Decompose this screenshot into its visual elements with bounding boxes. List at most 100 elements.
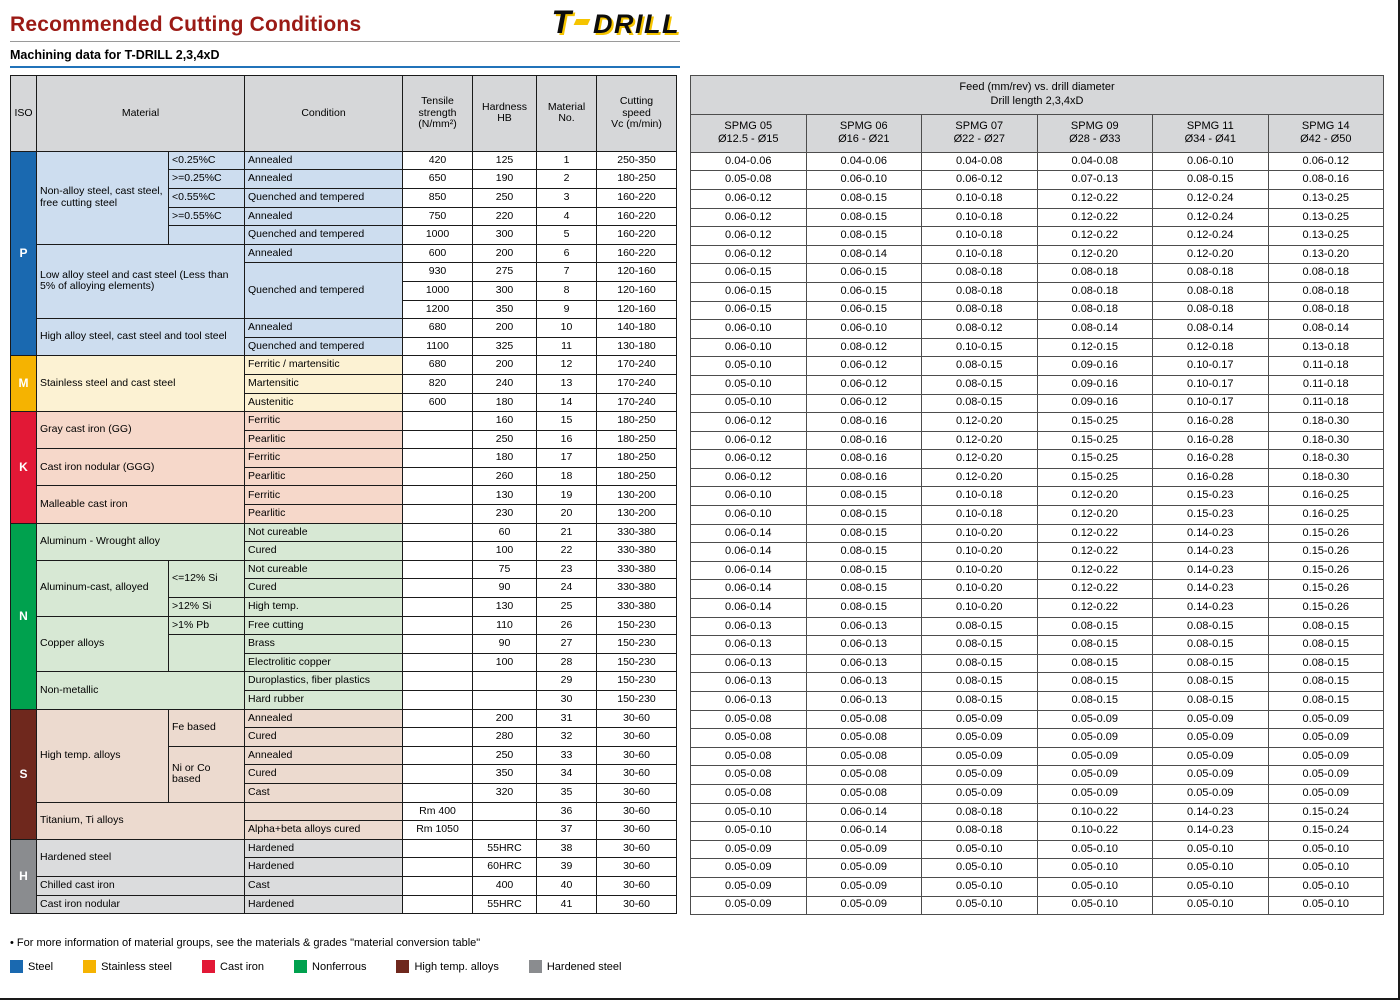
feed-row-38: 0.05-0.09 0.05-0.09 0.05-0.10 0.05-0.10 0.05… [690, 839, 1385, 860]
hardness-hb: 190 [472, 169, 538, 189]
feed-value-cell: 0.05-0.09 [805, 895, 923, 916]
feed-value-cell: 0.10-0.17 [1152, 356, 1269, 376]
material-sub-label: <0.55%C [167, 187, 246, 208]
feed-value-cell: 0.06-0.13 [805, 691, 923, 711]
feed-value-cell: 0.10-0.20 [921, 542, 1038, 562]
feed-value-cell: 0.05-0.10 [1267, 895, 1385, 916]
feed-value-cell: 0.05-0.08 [805, 765, 923, 785]
tensile-strength [402, 411, 474, 431]
feed-value-cell: 0.04-0.08 [921, 151, 1038, 172]
hardness-hb: 325 [472, 336, 538, 357]
legend-swatch-icon [396, 960, 410, 974]
feed-row-25: 0.06-0.14 0.08-0.15 0.10-0.20 0.12-0.22 0.14… [690, 598, 1385, 618]
feed-value-cell: 0.08-0.15 [1152, 653, 1269, 674]
feed-value-cell: 0.16-0.25 [1267, 505, 1385, 525]
material-no: 27 [536, 634, 598, 654]
feed-value-cell: 0.05-0.10 [921, 839, 1038, 860]
col-header-iso: ISO [10, 74, 37, 152]
feed-value-cell: 0.06-0.14 [805, 821, 923, 841]
tensile-strength: 1200 [402, 299, 474, 320]
cutting-speed: 150-230 [596, 671, 678, 692]
feed-value-cell: 0.06-0.12 [690, 449, 807, 469]
condition [244, 801, 404, 822]
legend-swatch-icon [10, 960, 23, 974]
feed-value-cell: 0.08-0.15 [921, 356, 1038, 376]
hardness-hb: 55HRC [472, 838, 538, 859]
feed-value-cell: 0.09-0.16 [1036, 356, 1154, 376]
feed-value-cell: 0.11-0.18 [1267, 393, 1385, 414]
feed-value-cell: 0.05-0.10 [1267, 858, 1385, 878]
feed-value-cell: 0.14-0.23 [1152, 821, 1269, 841]
tensile-strength: Rm 400 [402, 801, 474, 822]
tensile-strength [402, 671, 474, 692]
feed-value-cell: 0.14-0.23 [1152, 560, 1269, 581]
material-row-30: Hard rubber 30 150-230 [11, 690, 678, 710]
feed-value-cell: 0.06-0.12 [805, 356, 923, 376]
feed-value-cell: 0.06-0.10 [690, 486, 807, 507]
feed-value-cell: 0.08-0.18 [921, 821, 1038, 841]
feed-value-cell: 0.16-0.28 [1152, 430, 1269, 451]
cutting-speed: 30-60 [596, 801, 678, 822]
tensile-strength: 1000 [402, 225, 474, 245]
condition: Ferritic [244, 411, 404, 431]
material-no: 12 [536, 355, 598, 375]
feed-value-cell: 0.08-0.15 [921, 672, 1038, 693]
condition: Cured [244, 764, 404, 784]
feed-value-cell: 0.05-0.09 [1036, 728, 1154, 748]
material-row-12: M Stainless steel and cast steel Ferritic … [10, 355, 678, 413]
cutting-speed: 330-380 [596, 578, 678, 599]
feed-value-cell: 0.08-0.18 [1036, 300, 1154, 321]
feed-value-cell: 0.05-0.08 [690, 709, 807, 730]
feed-value-cell: 0.05-0.08 [690, 765, 807, 785]
feed-value-cell: 0.10-0.15 [921, 337, 1038, 358]
material-sub-label: >12% Si [167, 597, 246, 617]
feed-value-cell: 0.06-0.10 [805, 170, 923, 190]
feed-value-cell: 0.08-0.12 [921, 319, 1038, 339]
feed-value-cell: 0.06-0.15 [805, 300, 923, 321]
feed-value-cell: 0.11-0.18 [1267, 356, 1385, 376]
legend-label: Hardened steel [546, 960, 622, 973]
feed-row-35: 0.05-0.08 0.05-0.08 0.05-0.09 0.05-0.09 0.05… [690, 783, 1385, 804]
hardness-hb [472, 671, 538, 692]
tdrill-logo: T DRILL [551, 6, 680, 38]
feed-row-39: 0.05-0.09 0.05-0.09 0.05-0.10 0.05-0.10 0.05… [690, 858, 1385, 878]
feed-value-cell: 0.08-0.18 [1152, 281, 1269, 302]
feed-value-cell: 0.08-0.15 [921, 374, 1038, 395]
feed-row-1: 0.04-0.06 0.04-0.06 0.04-0.08 0.04-0.08 0.06… [690, 151, 1385, 172]
feed-value-cell: 0.05-0.09 [921, 783, 1038, 804]
feed-value-cell: 0.05-0.10 [1267, 876, 1385, 897]
tensile-strength [402, 559, 474, 580]
material-row-38: H Hardened steel Hardened 55HRC 38 30-60 [10, 838, 678, 915]
feed-value-cell: 0.15-0.23 [1152, 505, 1269, 525]
feed-value-cell: 0.05-0.09 [1036, 783, 1154, 804]
feed-value-cell: 0.16-0.28 [1152, 412, 1269, 432]
hardness-hb: 110 [472, 615, 538, 636]
iso-group-S: S [10, 708, 37, 840]
iso-group-N: N [10, 522, 37, 710]
material-no: 31 [536, 708, 598, 729]
feed-value-cell: 0.05-0.09 [805, 876, 923, 897]
cutting-speed: 30-60 [596, 875, 678, 896]
feed-value-cell: 0.16-0.28 [1152, 449, 1269, 469]
feed-value-cell: 0.05-0.10 [690, 821, 807, 841]
feed-row-32: 0.05-0.08 0.05-0.08 0.05-0.09 0.05-0.09 0.05… [690, 728, 1385, 748]
feed-value-cell: 0.12-0.22 [1036, 598, 1154, 618]
hardness-hb: 130 [472, 485, 538, 506]
cutting-speed: 130-200 [596, 504, 678, 524]
feed-value-cell: 0.08-0.16 [805, 430, 923, 451]
hardness-hb: 400 [472, 875, 538, 896]
material-name: Aluminum - Wrought alloy [35, 522, 246, 561]
feed-value-cell: 0.05-0.09 [1267, 783, 1385, 804]
material-no: 9 [536, 299, 598, 320]
col-header-cutting-speed: Cutting speed Vc (m/min) [596, 74, 678, 152]
feed-value-cell: 0.06-0.15 [690, 281, 807, 302]
material-row-3: <0.55%C Quenched and tempered 850 250 3 160-2… [11, 187, 678, 208]
cutting-speed: 120-160 [596, 299, 678, 320]
feed-value-cell: 0.05-0.09 [1152, 746, 1269, 767]
material-sub-label: >=0.25%C [167, 169, 246, 189]
feed-value-cell: 0.05-0.08 [690, 783, 807, 804]
hardness-hb: 275 [472, 262, 538, 282]
cutting-speed: 140-180 [596, 318, 678, 338]
feed-col-SPMG-09: SPMG 09 Ø28 - Ø33 [1036, 113, 1154, 153]
feed-value-cell: 0.12-0.22 [1036, 523, 1154, 544]
